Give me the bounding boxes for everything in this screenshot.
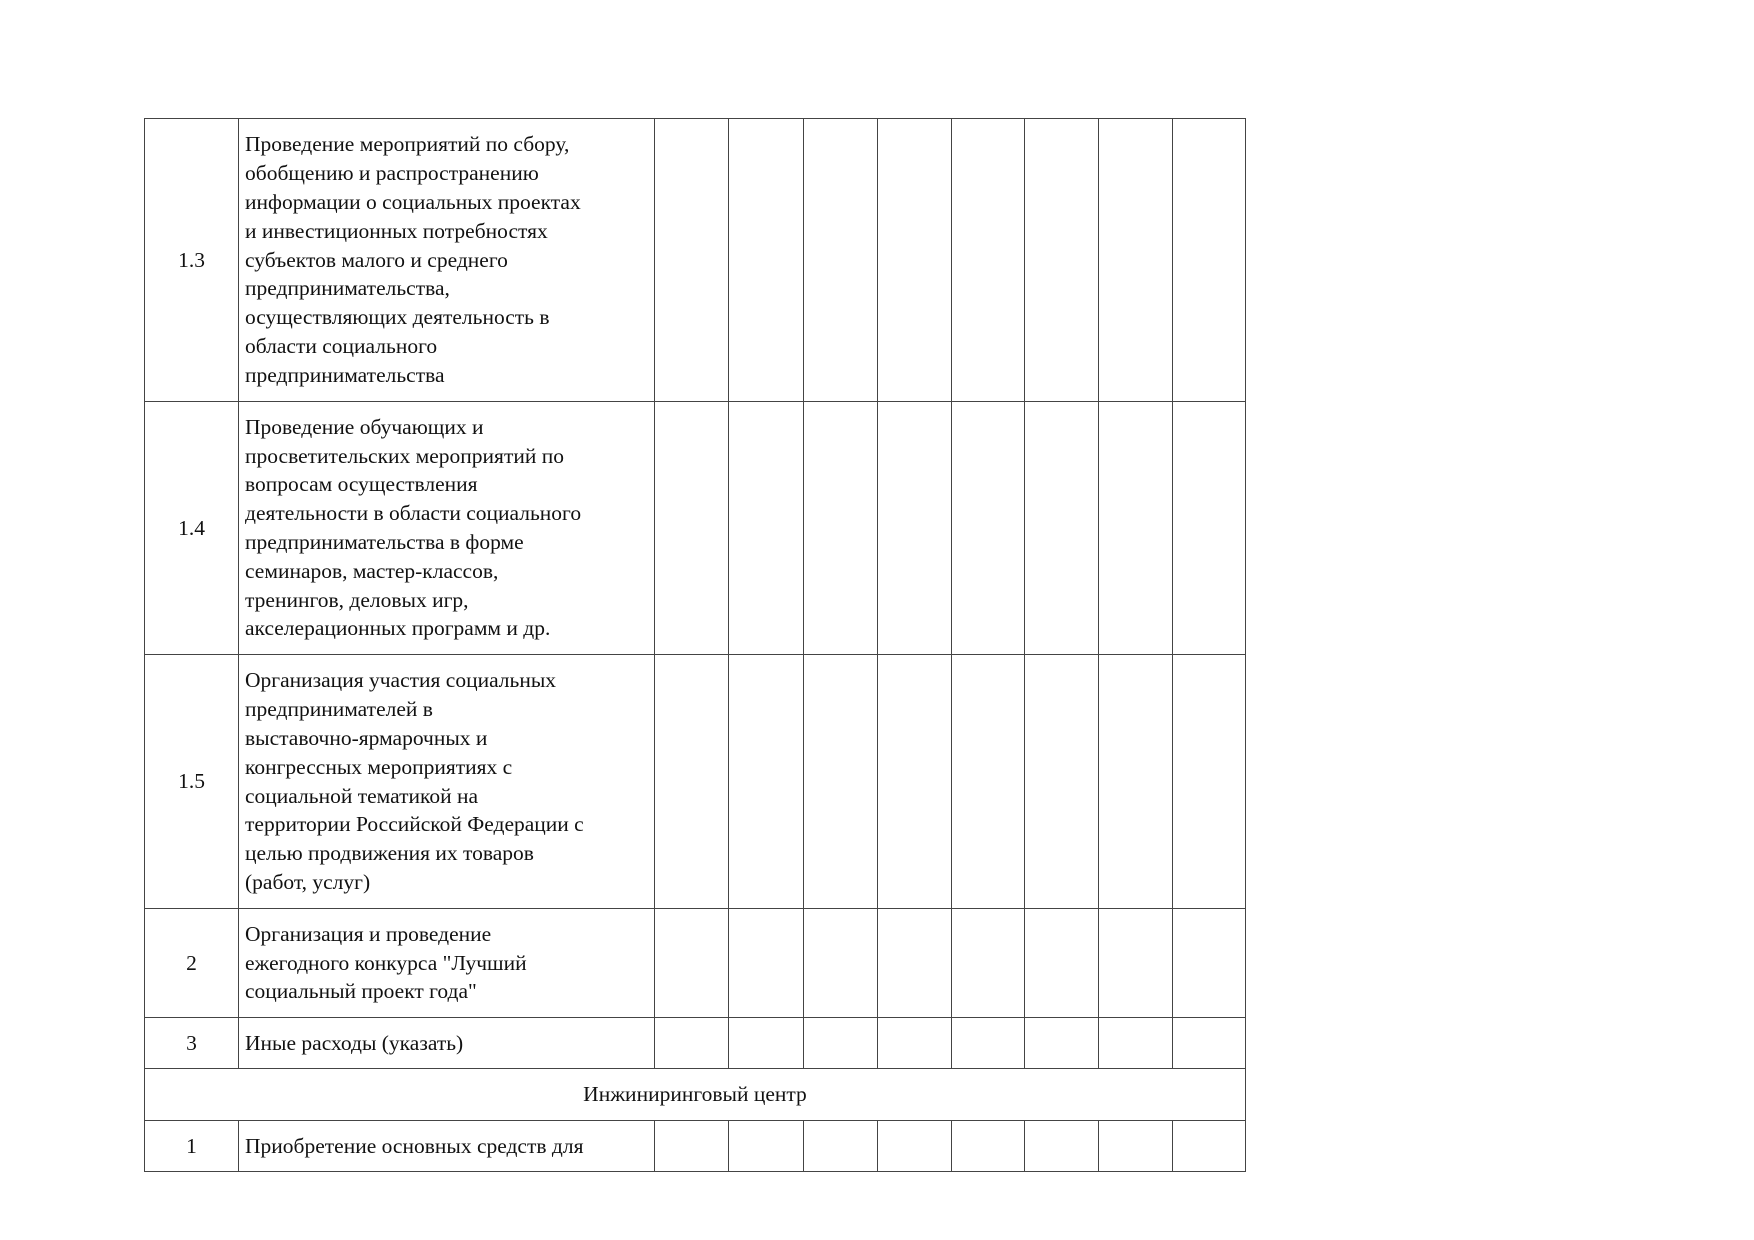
value-cell <box>728 118 804 402</box>
table-row: 1.5 Организация участия социальных предпр… <box>144 654 1246 909</box>
value-cell <box>951 908 1025 1018</box>
value-cell <box>877 908 952 1018</box>
table-row: 1 Приобретение основных средств для <box>144 1120 1246 1172</box>
value-cell <box>654 1017 729 1069</box>
value-cell <box>951 1120 1025 1172</box>
value-cell <box>1172 401 1246 655</box>
value-cell <box>1172 654 1246 909</box>
section-title: Инжиниринговый центр <box>144 1068 1246 1121</box>
value-cell <box>951 401 1025 655</box>
row-description: Организация и проведение ежегодного конк… <box>238 908 655 1018</box>
value-cell <box>1172 1120 1246 1172</box>
table-row: 1.3 Проведение мероприятий по сбору, обоб… <box>144 118 1246 402</box>
value-cell <box>1172 908 1246 1018</box>
value-cell <box>1098 118 1173 402</box>
row-number: 1.4 <box>144 401 239 655</box>
value-cell <box>728 1017 804 1069</box>
value-cell <box>1024 908 1099 1018</box>
value-cell <box>654 401 729 655</box>
value-cell <box>951 118 1025 402</box>
value-cell <box>1098 908 1173 1018</box>
value-cell <box>728 908 804 1018</box>
row-number: 1.5 <box>144 654 239 909</box>
value-cell <box>654 908 729 1018</box>
value-cell <box>803 1120 878 1172</box>
value-cell <box>1024 1017 1099 1069</box>
section-row: Инжиниринговый центр <box>144 1068 1246 1121</box>
value-cell <box>877 1017 952 1069</box>
value-cell <box>1098 1017 1173 1069</box>
value-cell <box>803 908 878 1018</box>
row-description: Приобретение основных средств для <box>238 1120 655 1172</box>
row-number: 3 <box>144 1017 239 1069</box>
row-description: Иные расходы (указать) <box>238 1017 655 1069</box>
value-cell <box>877 118 952 402</box>
value-cell <box>1172 118 1246 402</box>
value-cell <box>654 1120 729 1172</box>
table-row: 2 Организация и проведение ежегодного кон… <box>144 908 1246 1018</box>
value-cell <box>728 654 804 909</box>
value-cell <box>803 1017 878 1069</box>
value-cell <box>1024 401 1099 655</box>
value-cell <box>803 401 878 655</box>
value-cell <box>1172 1017 1246 1069</box>
value-cell <box>1024 118 1099 402</box>
value-cell <box>1024 654 1099 909</box>
value-cell <box>877 401 952 655</box>
value-cell <box>1024 1120 1099 1172</box>
value-cell <box>803 118 878 402</box>
value-cell <box>1098 654 1173 909</box>
row-number: 2 <box>144 908 239 1018</box>
value-cell <box>1098 401 1173 655</box>
table-row: 3 Иные расходы (указать) <box>144 1017 1246 1069</box>
value-cell <box>1098 1120 1173 1172</box>
value-cell <box>877 654 952 909</box>
value-cell <box>654 118 729 402</box>
value-cell <box>951 1017 1025 1069</box>
row-description: Проведение мероприятий по сбору, обобщен… <box>238 118 655 402</box>
value-cell <box>877 1120 952 1172</box>
expense-table: 1.3 Проведение мероприятий по сбору, обоб… <box>144 118 1246 1172</box>
row-number: 1.3 <box>144 118 239 402</box>
row-description: Проведение обучающих и просветительских … <box>238 401 655 655</box>
value-cell <box>951 654 1025 909</box>
table-row: 1.4 Проведение обучающих и просветительск… <box>144 401 1246 655</box>
value-cell <box>654 654 729 909</box>
row-description: Организация участия социальных предприни… <box>238 654 655 909</box>
value-cell <box>728 1120 804 1172</box>
row-number: 1 <box>144 1120 239 1172</box>
value-cell <box>803 654 878 909</box>
value-cell <box>728 401 804 655</box>
